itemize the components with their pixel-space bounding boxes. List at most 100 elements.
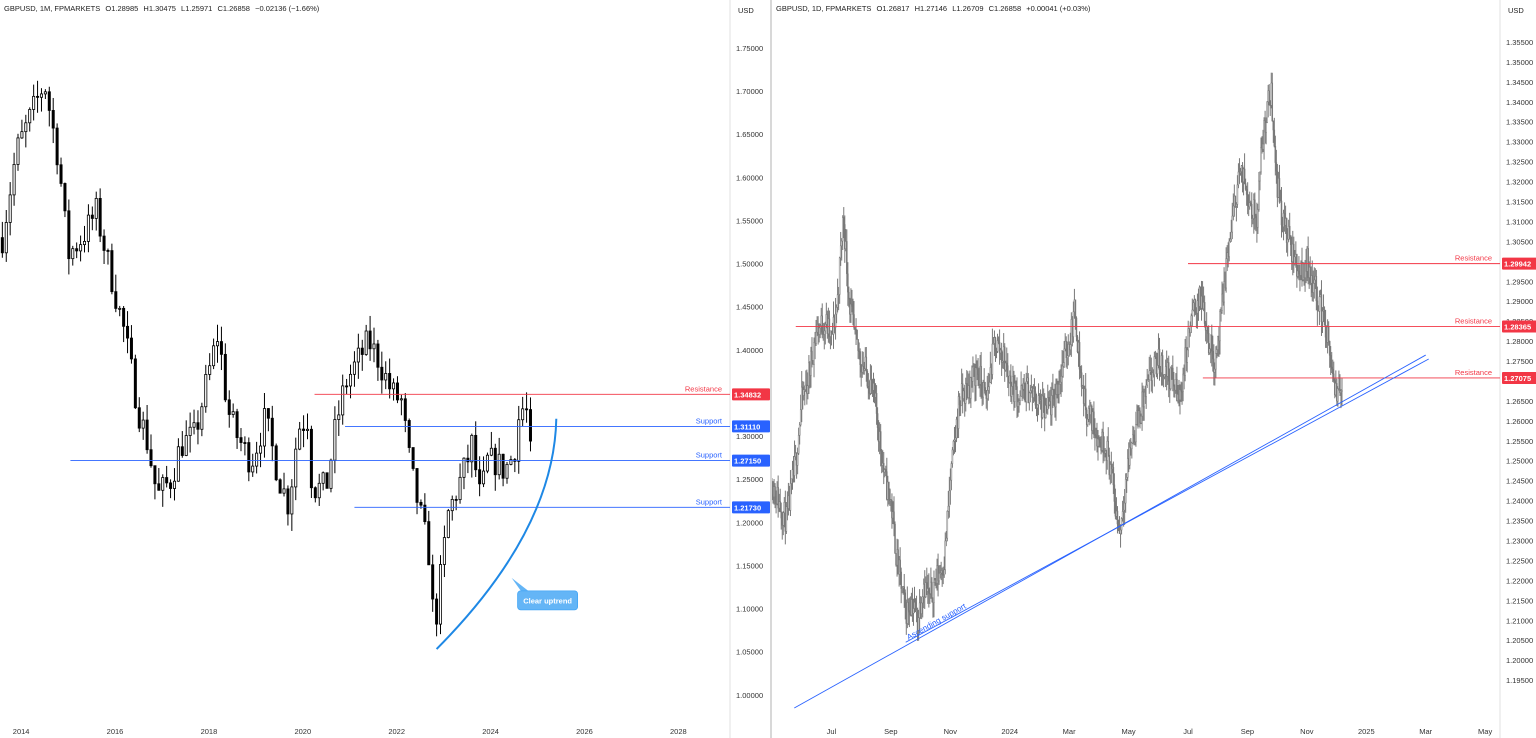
- currency-label[interactable]: USD: [1508, 6, 1524, 15]
- candle-body: [920, 602, 923, 614]
- candle-body: [1120, 518, 1123, 531]
- y-tick-label: 1.26500: [1506, 397, 1533, 406]
- candle-body: [337, 414, 341, 420]
- candle-body: [1063, 348, 1065, 363]
- candle-body: [1190, 315, 1193, 326]
- monthly-chart-canvas[interactable]: 1.75000 1.70000 1.65000 1.60000 1.55000 1.500…: [0, 0, 770, 738]
- y-tick-label: 1.22000: [1506, 576, 1533, 585]
- price-tag: [1502, 320, 1536, 333]
- candle-body: [1258, 180, 1260, 210]
- y-tick-label: 1.31500: [1506, 197, 1533, 206]
- candle-body: [900, 571, 902, 589]
- candle-body: [313, 487, 317, 499]
- candle-body: [446, 510, 450, 538]
- candle-body: [1000, 349, 1003, 363]
- legend-symbol: GBPUSD, 1D, FPMARKETS: [776, 4, 872, 13]
- candle-body: [777, 487, 779, 509]
- candle-body: [1223, 281, 1225, 303]
- candle-body: [992, 343, 995, 345]
- candle-body: [1180, 389, 1182, 392]
- candle-body: [830, 330, 833, 334]
- candle-body: [1231, 215, 1234, 233]
- candle-body: [1133, 434, 1135, 439]
- candle-body: [929, 593, 931, 595]
- candle-body: [772, 485, 773, 496]
- y-tick-label: 1.23000: [1506, 537, 1533, 546]
- candle-body: [302, 428, 306, 431]
- candle-body: [485, 454, 489, 472]
- candle-body: [482, 470, 486, 485]
- candle-body: [1069, 344, 1072, 351]
- candle-body: [270, 417, 274, 447]
- candle-body: [840, 240, 843, 247]
- candle-body: [928, 588, 930, 594]
- candle-body: [947, 505, 950, 512]
- candle-body: [818, 327, 820, 335]
- candle-body: [255, 452, 259, 467]
- x-tick-label: Nov: [944, 727, 958, 736]
- candle-body: [1053, 389, 1055, 400]
- currency-label[interactable]: USD: [738, 6, 754, 15]
- candle-body: [966, 383, 968, 386]
- callout-box: [517, 590, 579, 611]
- candle-body: [1093, 411, 1095, 435]
- candle-body: [1123, 502, 1126, 511]
- candle-body: [403, 398, 407, 421]
- candle-body: [55, 127, 59, 166]
- candle-body: [349, 373, 353, 387]
- candle-body: [1194, 299, 1197, 313]
- candle-body: [836, 294, 839, 308]
- candle-body: [811, 350, 813, 361]
- candle-body: [1126, 458, 1129, 478]
- legend-high: H1.30475: [143, 4, 176, 13]
- price-tag: [732, 420, 770, 433]
- candle-body: [439, 564, 443, 625]
- y-tick-label: 1.27500: [1506, 357, 1533, 366]
- candle-body: [149, 449, 153, 467]
- candle-body: [1099, 438, 1101, 443]
- daily-chart-canvas[interactable]: 1.35500 1.35000 1.34500 1.34000 1.33500 1.330…: [772, 0, 1536, 738]
- candle-body: [1001, 360, 1004, 363]
- candle-body: [1220, 310, 1222, 313]
- y-tick-label: 1.65000: [736, 130, 763, 139]
- candle-body: [954, 437, 957, 441]
- candle-body: [917, 617, 920, 631]
- candle-body: [823, 330, 826, 335]
- candle-body: [1010, 375, 1012, 397]
- candle-body: [863, 368, 866, 371]
- x-tick-label: Sep: [884, 727, 897, 736]
- candle-body: [392, 382, 396, 390]
- candle-body: [1230, 231, 1233, 240]
- y-tick-label: 1.29000: [1506, 297, 1533, 306]
- monthly-chart-pane[interactable]: 1.75000 1.70000 1.65000 1.60000 1.55000 1.500…: [0, 0, 770, 738]
- candle-body: [848, 291, 850, 300]
- candle-body: [1187, 328, 1189, 351]
- x-tick-label: 2026: [576, 727, 593, 736]
- candle-body: [309, 428, 313, 489]
- candle-body: [1173, 379, 1175, 387]
- candle-body: [231, 411, 235, 415]
- candle-body: [862, 365, 864, 371]
- y-tick-label: 1.28000: [1506, 337, 1533, 346]
- candle-body: [1078, 342, 1081, 370]
- pane-divider[interactable]: [770, 0, 772, 738]
- y-tick-label: 1.30000: [736, 432, 763, 441]
- daily-chart-pane[interactable]: 1.35500 1.35000 1.34500 1.34000 1.33500 1.330…: [772, 0, 1536, 738]
- candle-body: [114, 291, 118, 309]
- candle-body: [1011, 386, 1013, 397]
- candle-body: [1146, 379, 1148, 386]
- candle-body: [1245, 188, 1248, 195]
- price-tag-text: 1.28365: [1504, 323, 1531, 332]
- candle-body: [1265, 122, 1267, 133]
- price-tag-text: 1.31110: [734, 422, 760, 431]
- candle-body: [1212, 351, 1214, 360]
- y-tick-label: 1.35500: [1506, 38, 1533, 47]
- candle-body: [1167, 362, 1170, 382]
- candle-body: [1192, 302, 1195, 311]
- candle-body: [1289, 235, 1292, 245]
- candle-body: [1327, 326, 1330, 342]
- candle-body: [810, 350, 812, 376]
- candle-body: [278, 479, 282, 494]
- candle-body: [899, 559, 901, 573]
- x-tick-label: 2024: [1001, 727, 1018, 736]
